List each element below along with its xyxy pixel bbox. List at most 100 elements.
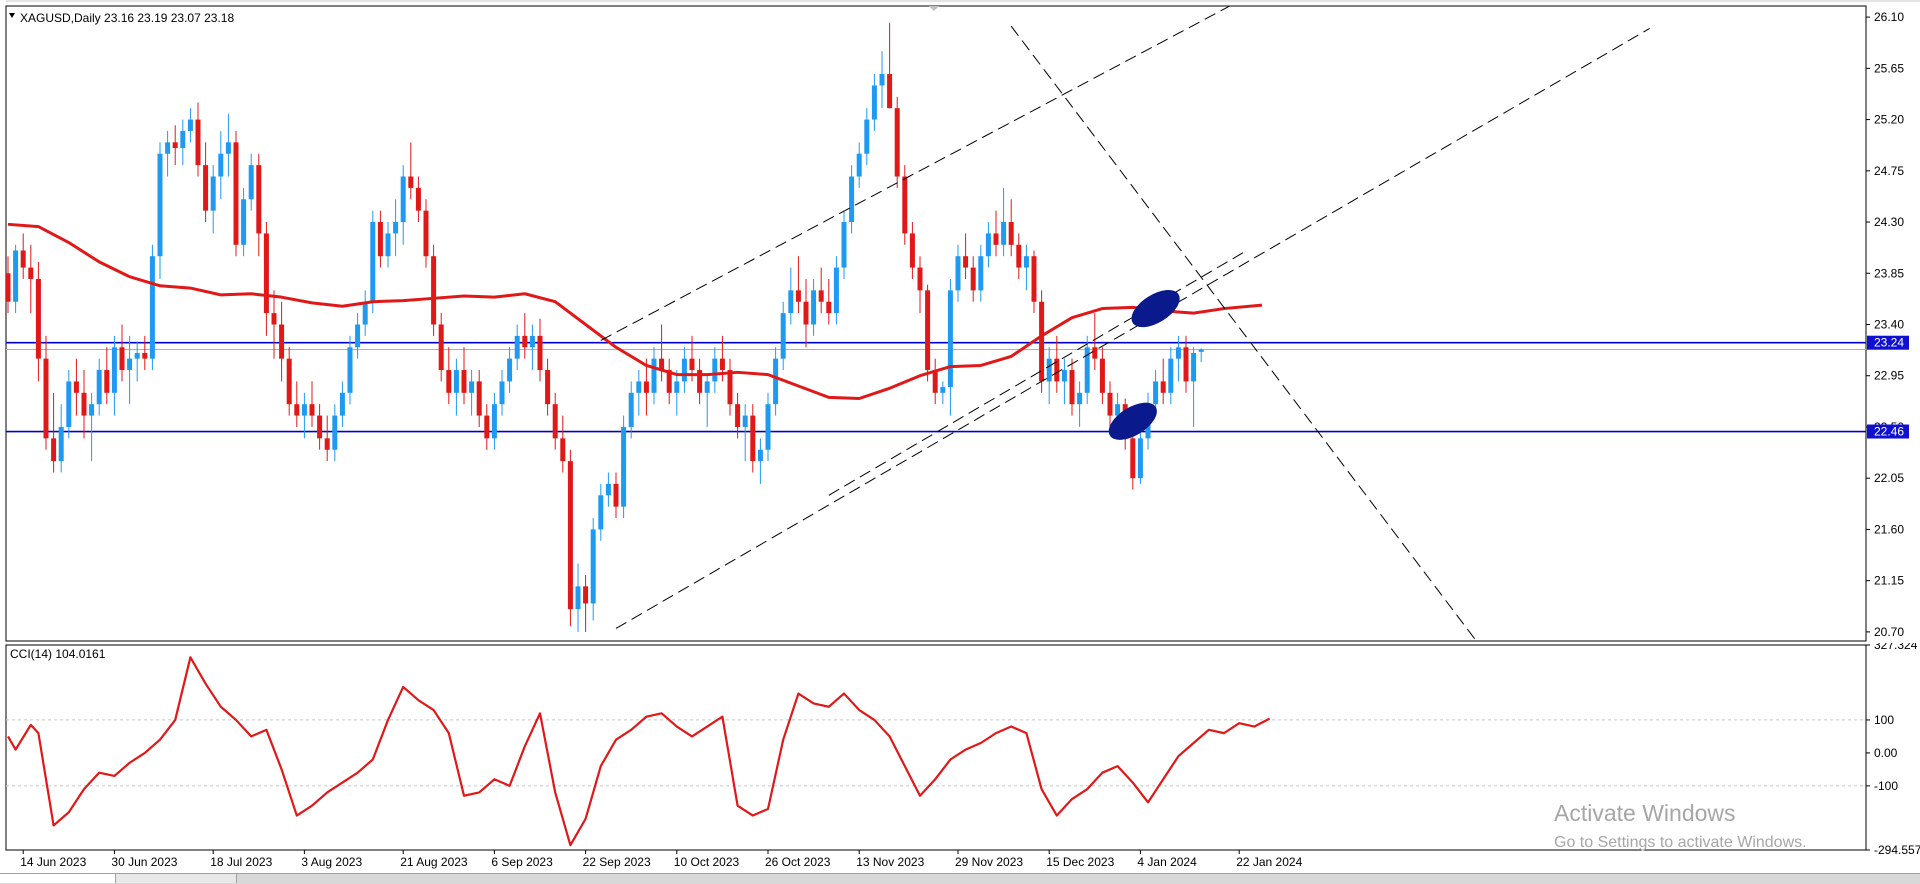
candle-body xyxy=(742,415,748,427)
y-tick-label: 24.75 xyxy=(1874,164,1904,178)
candle-body xyxy=(780,313,786,359)
candle-body xyxy=(1175,347,1181,359)
candle-body xyxy=(643,381,649,393)
candle-body xyxy=(13,250,19,302)
candle-body xyxy=(940,387,946,393)
candle-body xyxy=(1107,392,1113,416)
candle-body xyxy=(590,529,596,604)
candle-body xyxy=(20,250,26,268)
candle-body xyxy=(674,381,680,393)
candle-body xyxy=(1054,358,1060,382)
candle-body xyxy=(1023,256,1029,268)
candle-body xyxy=(613,483,619,507)
candle-body xyxy=(750,415,756,462)
candle-body xyxy=(803,301,809,325)
candle-body xyxy=(134,352,140,359)
candle-body xyxy=(43,358,49,439)
cci-tick-label: -294.557 xyxy=(1874,843,1920,857)
candle-body xyxy=(142,352,148,359)
candle-body xyxy=(795,290,801,302)
candle-body xyxy=(180,130,186,149)
candle-body xyxy=(309,404,315,416)
y-tick-label: 25.20 xyxy=(1874,113,1904,127)
x-tick-label: 4 Jan 2024 xyxy=(1137,855,1197,869)
candle-body xyxy=(529,335,535,348)
trendline xyxy=(615,28,1650,629)
candle-body xyxy=(271,313,277,325)
price-chart: 26.10 25.65 25.20 24.75 24.30 23.85 23.40 22.95… xyxy=(5,0,1920,642)
candle-body xyxy=(317,415,323,439)
candle-body xyxy=(286,358,292,405)
candle-body xyxy=(955,256,961,291)
candle-body xyxy=(1084,347,1090,393)
level-badge-label: 22.46 xyxy=(1874,425,1904,439)
cci-tick-label: 0.00 xyxy=(1874,746,1898,760)
dropdown-triangle-icon xyxy=(9,13,15,18)
candle-body xyxy=(218,153,224,177)
x-tick-label: 15 Dec 2023 xyxy=(1046,855,1114,869)
candle-body xyxy=(826,301,832,314)
candle-body xyxy=(111,347,117,393)
x-tick-label: 30 Jun 2023 xyxy=(111,855,177,869)
chart-tab[interactable] xyxy=(0,874,116,883)
candle-body xyxy=(1183,347,1189,382)
x-tick-label: 21 Aug 2023 xyxy=(400,855,468,869)
candle-body xyxy=(294,404,300,416)
candle-body xyxy=(1031,256,1037,302)
candle-body xyxy=(256,165,262,234)
candle-body xyxy=(765,404,771,450)
y-tick-label: 20.70 xyxy=(1874,625,1904,639)
x-tick-label: 6 Sep 2023 xyxy=(491,855,553,869)
candle-body xyxy=(887,74,893,109)
x-tick-label: 3 Aug 2023 xyxy=(301,855,362,869)
cci-tick-label: 327.324 xyxy=(1874,643,1918,652)
candle-body xyxy=(241,199,247,245)
candle-body xyxy=(1092,347,1098,359)
trendline xyxy=(828,250,1248,496)
candle-body xyxy=(879,74,885,86)
candle-body xyxy=(301,404,307,416)
y-tick-label: 24.30 xyxy=(1874,215,1904,229)
cci-tick-label: 100 xyxy=(1874,713,1894,727)
candle-body xyxy=(1077,392,1083,405)
candle-body xyxy=(522,335,528,348)
candle-body xyxy=(856,153,862,177)
candle-body xyxy=(811,290,817,325)
candle-body xyxy=(909,233,915,268)
cci-tick-label: -100 xyxy=(1874,779,1898,793)
candle-body xyxy=(849,176,855,223)
y-tick-label: 26.10 xyxy=(1874,10,1904,24)
candle-body xyxy=(157,153,163,257)
x-tick-label: 14 Jun 2023 xyxy=(20,855,86,869)
x-tick-label: 10 Oct 2023 xyxy=(674,855,740,869)
trendline xyxy=(1010,25,1477,641)
candle-body xyxy=(96,370,102,405)
activate-windows-title: Activate Windows xyxy=(1554,800,1736,826)
candle-body xyxy=(1160,381,1166,393)
candle-body xyxy=(415,187,421,211)
candle-body xyxy=(598,495,604,530)
candle-body xyxy=(279,324,285,359)
y-tick-label: 22.05 xyxy=(1874,471,1904,485)
activate-windows-subtitle: Go to Settings to activate Windows. xyxy=(1554,834,1807,851)
candle-body xyxy=(66,381,72,427)
candle-body xyxy=(6,273,11,302)
candle-body xyxy=(225,142,231,154)
candle-body xyxy=(1130,438,1136,479)
candle-body xyxy=(149,256,155,359)
candle-body xyxy=(894,108,900,177)
chart-tab[interactable] xyxy=(240,874,1920,883)
chart-title: XAGUSD,Daily 23.16 23.19 23.07 23.18 xyxy=(20,11,234,25)
candle-body xyxy=(1046,358,1052,382)
cci-plot-area xyxy=(5,644,1867,851)
candle-body xyxy=(210,176,216,211)
candle-body xyxy=(165,142,171,154)
chart-tab[interactable] xyxy=(116,874,237,883)
candle-body xyxy=(788,290,794,314)
candle-body xyxy=(248,165,254,200)
candle-body xyxy=(446,370,452,393)
candle-body xyxy=(385,233,391,257)
candle-body xyxy=(1153,381,1159,405)
candle-body xyxy=(28,267,34,279)
